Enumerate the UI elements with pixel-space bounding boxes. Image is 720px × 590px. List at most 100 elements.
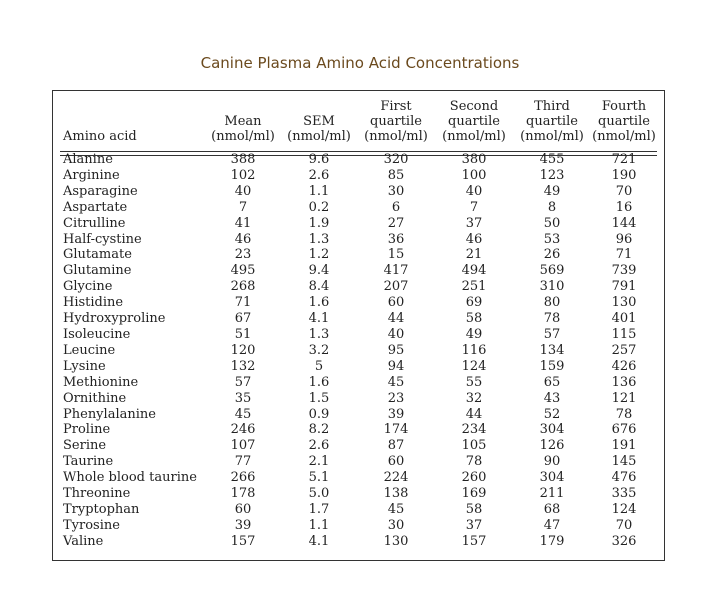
column-header-second-quartile: Second quartile (nmol/ml) <box>442 99 506 144</box>
cell-amino-acid: Alanine <box>63 152 113 167</box>
table-row: Citrulline 41 1.9 27 37 50 144 <box>60 216 657 232</box>
cell-second-quartile: 116 <box>461 342 487 358</box>
amino-acid-table: Amino acid Mean (nmol/ml) SEM (nmol/ml) Fi… <box>60 94 657 550</box>
cell-amino-acid: Aspartate <box>63 199 128 215</box>
table-row: Isoleucine 51 1.3 40 49 57 115 <box>60 327 657 343</box>
cell-first-quartile: 85 <box>387 167 405 183</box>
cell-first-quartile: 27 <box>387 215 405 231</box>
cell-amino-acid: Taurine <box>63 454 114 470</box>
cell-third-quartile: 134 <box>539 342 565 358</box>
table-row: Hydroxyproline 67 4.1 44 58 78 401 <box>60 311 657 327</box>
cell-second-quartile: 44 <box>465 406 483 422</box>
cell-first-quartile: 224 <box>383 470 409 486</box>
cell-amino-acid: Isoleucine <box>63 326 131 342</box>
cell-mean: 107 <box>230 438 256 454</box>
cell-third-quartile: 47 <box>543 517 561 533</box>
table-row: Whole blood taurine 266 5.1 224 260 304 476 <box>60 470 657 486</box>
cell-sem: 2.6 <box>308 167 330 183</box>
cell-second-quartile: 58 <box>465 311 483 327</box>
cell-second-quartile: 21 <box>465 247 483 263</box>
cell-first-quartile: 60 <box>387 295 405 311</box>
cell-fourth-quartile: 124 <box>611 501 637 517</box>
cell-sem: 1.6 <box>308 295 330 311</box>
table-row: Alanine 388 9.6 320 380 455 721 <box>60 144 657 168</box>
cell-third-quartile: 57 <box>543 326 561 342</box>
cell-amino-acid: Citrulline <box>63 215 126 231</box>
cell-third-quartile: 455 <box>539 152 565 167</box>
cell-second-quartile: 69 <box>465 295 483 311</box>
cell-first-quartile: 130 <box>383 533 409 549</box>
cell-mean: 132 <box>230 358 256 374</box>
cell-fourth-quartile: 130 <box>611 295 637 311</box>
cell-first-quartile: 23 <box>387 390 405 406</box>
cell-fourth-quartile: 71 <box>615 247 633 263</box>
cell-fourth-quartile: 401 <box>611 311 637 327</box>
cell-second-quartile: 37 <box>465 517 483 533</box>
cell-third-quartile: 52 <box>543 406 561 422</box>
cell-second-quartile: 40 <box>465 183 483 199</box>
cell-second-quartile: 78 <box>465 454 483 470</box>
cell-first-quartile: 417 <box>383 263 409 279</box>
table-row: Taurine 77 2.1 60 78 90 145 <box>60 454 657 470</box>
cell-amino-acid: Half-cystine <box>63 231 142 247</box>
cell-third-quartile: 8 <box>547 199 557 215</box>
table-row: Threonine 178 5.0 138 169 211 335 <box>60 486 657 502</box>
cell-sem: 2.1 <box>308 454 330 470</box>
cell-sem: 2.6 <box>308 438 330 454</box>
cell-sem: 5 <box>314 358 324 374</box>
table-row: Histidine 71 1.6 60 69 80 130 <box>60 295 657 311</box>
cell-third-quartile: 126 <box>539 438 565 454</box>
table-row: Valine 157 4.1 130 157 179 326 <box>60 534 657 550</box>
cell-amino-acid: Lysine <box>63 358 106 374</box>
cell-sem: 8.4 <box>308 279 330 295</box>
cell-fourth-quartile: 257 <box>611 342 637 358</box>
cell-second-quartile: 32 <box>465 390 483 406</box>
cell-third-quartile: 304 <box>539 422 565 438</box>
cell-first-quartile: 94 <box>387 358 405 374</box>
cell-mean: 77 <box>234 454 252 470</box>
cell-amino-acid: Asparagine <box>63 183 138 199</box>
table-row: Glycine 268 8.4 207 251 310 791 <box>60 279 657 295</box>
table-row: Tryptophan 60 1.7 45 58 68 124 <box>60 502 657 518</box>
cell-sem: 1.1 <box>308 183 330 199</box>
table-row: Half-cystine 46 1.3 36 46 53 96 <box>60 232 657 248</box>
cell-first-quartile: 30 <box>387 183 405 199</box>
cell-third-quartile: 65 <box>543 374 561 390</box>
cell-sem: 3.2 <box>308 342 330 358</box>
table-row: Aspartate 7 0.2 6 7 8 16 <box>60 200 657 216</box>
cell-third-quartile: 53 <box>543 231 561 247</box>
cell-sem: 9.4 <box>308 263 330 279</box>
cell-fourth-quartile: 426 <box>611 358 637 374</box>
cell-first-quartile: 15 <box>387 247 405 263</box>
table-row: Proline 246 8.2 174 234 304 676 <box>60 422 657 438</box>
cell-first-quartile: 6 <box>391 199 401 215</box>
cell-sem: 1.3 <box>308 326 330 342</box>
cell-mean: 57 <box>234 374 252 390</box>
cell-second-quartile: 46 <box>465 231 483 247</box>
cell-fourth-quartile: 721 <box>611 152 637 167</box>
cell-fourth-quartile: 676 <box>611 422 637 438</box>
cell-second-quartile: 37 <box>465 215 483 231</box>
cell-first-quartile: 60 <box>387 454 405 470</box>
cell-second-quartile: 251 <box>461 279 487 295</box>
cell-fourth-quartile: 70 <box>615 517 633 533</box>
cell-second-quartile: 380 <box>461 152 487 167</box>
page-title: Canine Plasma Amino Acid Concentrations <box>200 54 520 72</box>
cell-mean: 7 <box>238 199 248 215</box>
cell-mean: 39 <box>234 517 252 533</box>
cell-mean: 266 <box>230 470 256 486</box>
cell-amino-acid: Arginine <box>63 167 120 183</box>
table-row: Glutamine 495 9.4 417 494 569 739 <box>60 263 657 279</box>
cell-amino-acid: Glutamate <box>63 247 132 263</box>
cell-mean: 71 <box>234 295 252 311</box>
cell-mean: 67 <box>234 311 252 327</box>
column-header-fourth-quartile: Fourth quartile (nmol/ml) <box>592 99 656 144</box>
table-row: Tyrosine 39 1.1 30 37 47 70 <box>60 518 657 534</box>
cell-mean: 35 <box>234 390 252 406</box>
cell-fourth-quartile: 335 <box>611 486 637 502</box>
cell-sem: 4.1 <box>308 533 330 549</box>
cell-third-quartile: 159 <box>539 358 565 374</box>
cell-third-quartile: 123 <box>539 167 565 183</box>
cell-first-quartile: 138 <box>383 486 409 502</box>
cell-amino-acid: Methionine <box>63 374 139 390</box>
